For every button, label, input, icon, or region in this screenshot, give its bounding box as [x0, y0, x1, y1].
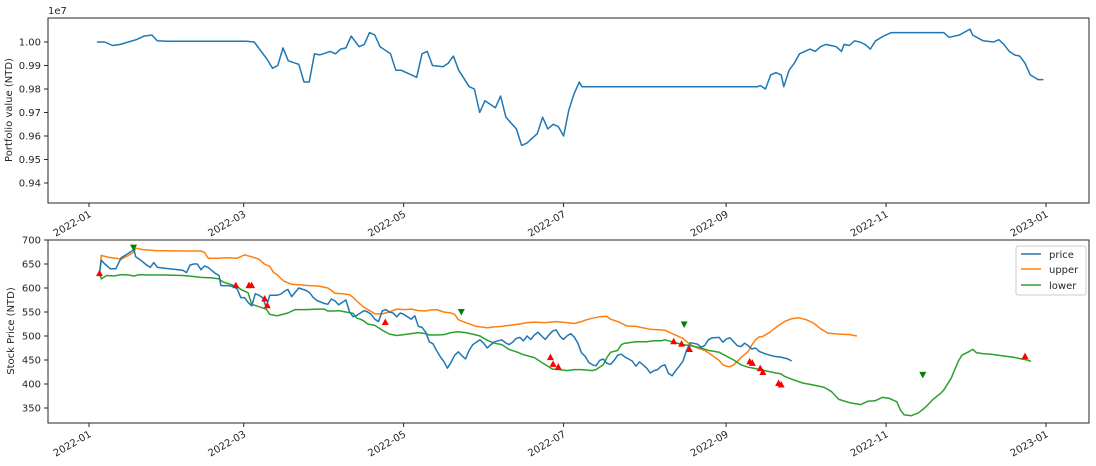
y-tick-label: 1.00 — [19, 38, 41, 49]
y-tick-label: 600 — [22, 284, 41, 295]
y-tick-label: 650 — [22, 260, 41, 271]
sell-marker-icon — [457, 308, 465, 316]
buy-marker-icon — [756, 364, 764, 372]
y-tick-label: 0.96 — [19, 132, 41, 143]
offset-label: 1e7 — [48, 6, 67, 17]
buy-marker-icon — [381, 318, 389, 326]
buy-marker-icon — [759, 368, 767, 375]
y-tick-label: 0.97 — [19, 108, 41, 119]
buy-marker-icon — [685, 345, 693, 352]
buy-marker-icon — [546, 353, 554, 361]
legend-upper-label: upper — [1049, 265, 1079, 276]
y-tick-label: 500 — [22, 332, 41, 343]
buy-marker-icon — [248, 281, 256, 289]
buy-marker-icon — [95, 269, 103, 277]
legend-price-label: price — [1049, 250, 1074, 261]
y-axis-label: Portfolio value (NTD) — [4, 58, 15, 162]
y-tick-label: 350 — [22, 404, 41, 415]
buy-marker-icon — [748, 359, 756, 366]
buy-marker-icon — [678, 340, 686, 347]
y-tick-label: 450 — [22, 356, 41, 367]
y-tick-label: 400 — [22, 380, 41, 391]
buy-marker-icon — [554, 363, 562, 370]
y-axis-label: Stock Price (NTD) — [6, 287, 17, 375]
y-ticks: 350 400 450 500 550 600 650 700 — [22, 236, 48, 415]
buy-marker-icon — [670, 337, 678, 345]
portfolio-line — [96, 28, 1044, 147]
signal-markers — [95, 244, 1029, 388]
y-tick-label: 0.95 — [19, 155, 41, 166]
y-ticks: 0.94 0.95 0.96 0.97 0.98 0.99 1.00 — [19, 38, 48, 190]
axes-frame — [47, 239, 1090, 424]
buy-marker-icon — [777, 380, 785, 388]
sell-marker-icon — [680, 321, 688, 328]
lower-band-line — [98, 273, 1032, 417]
buy-marker-icon — [549, 360, 557, 367]
legend: price upper lower — [1015, 245, 1087, 296]
buy-marker-icon — [1021, 352, 1029, 360]
sell-marker-icon — [130, 244, 138, 252]
y-tick-label: 0.94 — [19, 179, 41, 190]
buy-marker-icon — [263, 301, 271, 309]
buy-marker-icon — [232, 281, 240, 289]
y-tick-label: 0.98 — [19, 85, 41, 96]
legend-lower-label: lower — [1049, 281, 1077, 292]
sell-marker-icon — [919, 371, 927, 379]
y-tick-label: 0.99 — [19, 61, 41, 72]
y-tick-label: 550 — [22, 308, 41, 319]
buy-marker-icon — [261, 295, 269, 302]
axes-frame — [47, 17, 1090, 204]
y-tick-label: 700 — [22, 236, 41, 247]
